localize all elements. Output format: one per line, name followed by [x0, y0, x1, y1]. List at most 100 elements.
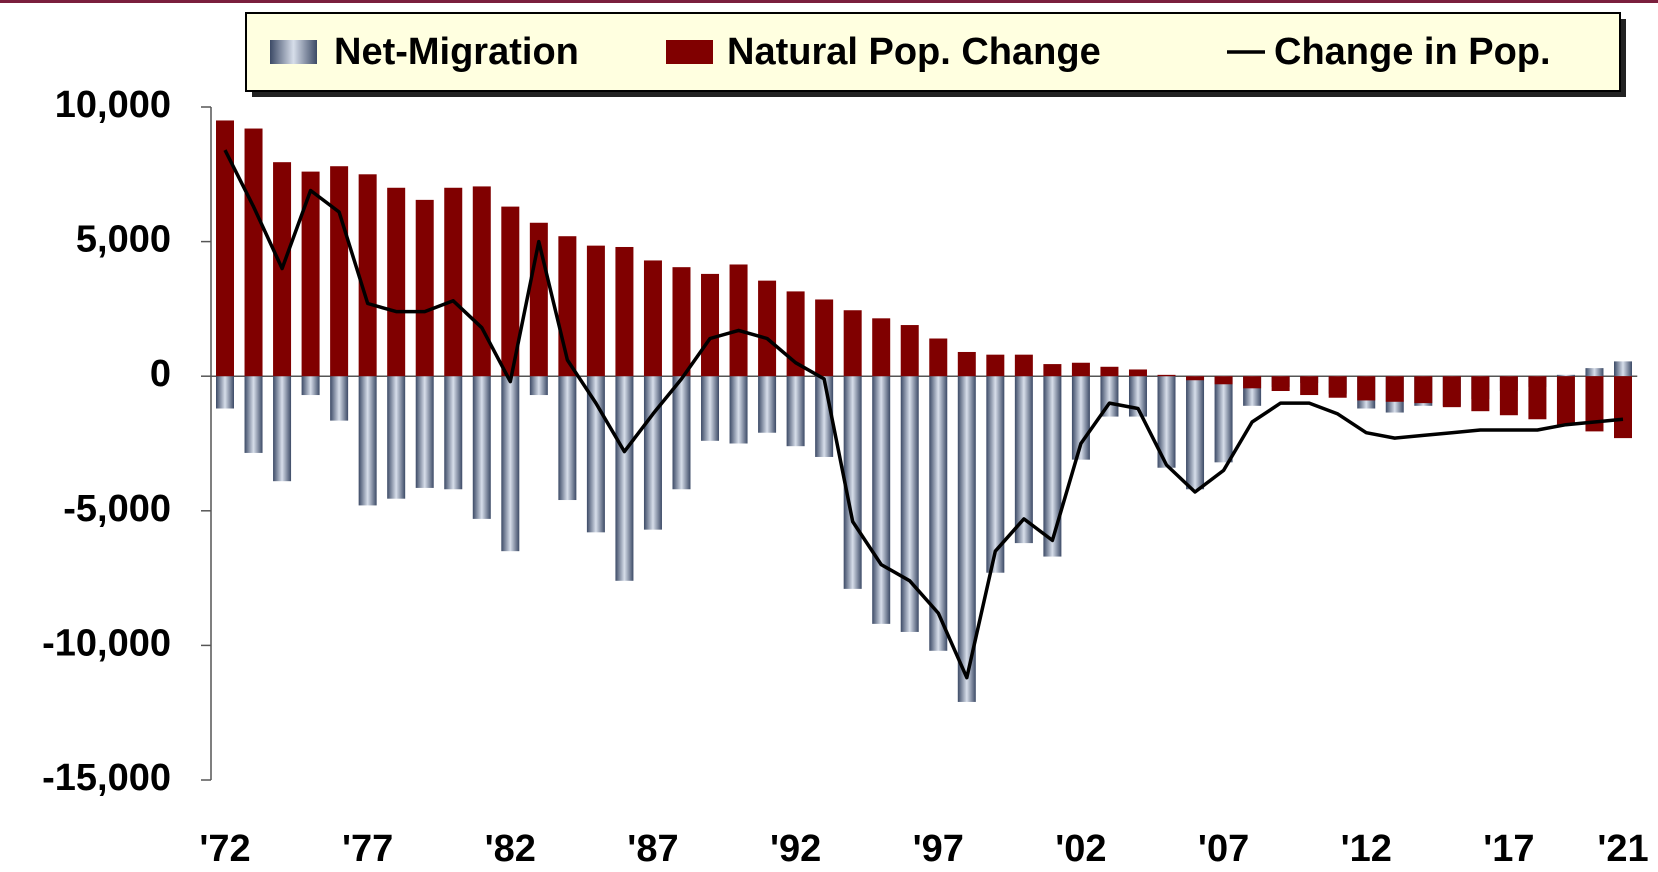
- bar: [1014, 354, 1033, 377]
- y-tick-label: -5,000: [63, 488, 171, 530]
- x-tick-label: '97: [913, 828, 964, 870]
- legend-label: Natural Pop. Change: [727, 31, 1101, 73]
- bar: [330, 376, 349, 421]
- bar: [986, 376, 1005, 573]
- bar: [643, 376, 662, 530]
- bar: [843, 310, 862, 377]
- bar: [301, 171, 320, 377]
- bar: [330, 166, 349, 377]
- bar: [415, 199, 434, 377]
- legend-label: Change in Pop.: [1274, 31, 1551, 73]
- bar: [1186, 376, 1205, 381]
- bar: [472, 376, 491, 519]
- bar: [872, 318, 891, 377]
- line: [223, 149, 1624, 680]
- bar: [1186, 376, 1205, 490]
- bar: [701, 376, 720, 441]
- bar: [1300, 376, 1319, 396]
- legend-swatch: [270, 40, 317, 64]
- bar: [216, 376, 234, 409]
- bar: [1414, 376, 1433, 404]
- x-tick-label: '02: [1055, 828, 1106, 870]
- bar: [244, 128, 263, 377]
- bar: [586, 245, 605, 377]
- x-tick-label: '77: [342, 828, 393, 870]
- bar: [1214, 376, 1233, 463]
- bar: [615, 246, 634, 377]
- bar: [472, 186, 491, 377]
- bar: [216, 120, 234, 377]
- bar: [529, 376, 548, 396]
- bar: [672, 376, 691, 490]
- top-border: [0, 0, 1658, 3]
- bar: [273, 376, 292, 482]
- bar: [1214, 376, 1233, 385]
- bar: [415, 376, 434, 488]
- bar: [1100, 366, 1119, 377]
- bar: [1585, 376, 1604, 432]
- bar: [1157, 374, 1176, 377]
- bar: [1385, 376, 1404, 402]
- x-tick-label: '92: [770, 828, 821, 870]
- legend-label: Net-Migration: [334, 31, 579, 73]
- bar: [1071, 362, 1090, 377]
- bar: [387, 376, 406, 499]
- bar: [1357, 376, 1376, 401]
- bar: [701, 273, 720, 377]
- x-tick-label: '12: [1341, 828, 1392, 870]
- bar: [1128, 369, 1147, 377]
- bar: [1556, 374, 1575, 377]
- bar: [957, 351, 976, 377]
- y-tick-label: -15,000: [42, 757, 171, 799]
- bar: [615, 376, 634, 581]
- bar: [358, 174, 377, 377]
- y-tick-label: 5,000: [76, 219, 171, 261]
- bar: [729, 264, 748, 377]
- bar: [444, 187, 463, 377]
- bar: [758, 376, 777, 433]
- bar: [1556, 376, 1575, 425]
- bar: [501, 376, 520, 552]
- bar: [786, 376, 805, 447]
- x-tick-label: '07: [1198, 828, 1249, 870]
- bar: [986, 354, 1005, 377]
- bar: [1043, 364, 1062, 377]
- bar: [1271, 376, 1290, 392]
- bar: [501, 206, 520, 377]
- x-tick-label: '87: [627, 828, 678, 870]
- bar: [1585, 368, 1604, 377]
- bar: [1157, 376, 1176, 468]
- bar: [244, 376, 263, 453]
- bar: [900, 325, 919, 377]
- bar: [1499, 376, 1518, 416]
- x-tick-label: '21: [1597, 828, 1648, 870]
- bar: [358, 376, 377, 506]
- y-tick-label: 10,000: [55, 84, 171, 126]
- bar: [872, 376, 891, 624]
- bar: [843, 376, 862, 589]
- bar: [444, 376, 463, 490]
- legend-swatch: [666, 40, 713, 64]
- bar: [586, 376, 605, 533]
- bar: [1471, 376, 1490, 412]
- y-tick-label: -10,000: [42, 622, 171, 664]
- bar: [558, 376, 577, 501]
- bar: [387, 187, 406, 377]
- bar: [301, 376, 320, 396]
- bar: [957, 376, 976, 702]
- bar: [729, 376, 748, 444]
- legend: [245, 12, 1621, 92]
- x-tick-label: '17: [1483, 828, 1534, 870]
- bar: [815, 299, 834, 377]
- bar: [1442, 376, 1461, 408]
- x-tick-label: '82: [485, 828, 536, 870]
- bar: [929, 376, 948, 651]
- bar: [758, 280, 777, 377]
- bar: [1614, 361, 1632, 377]
- bar: [786, 291, 805, 377]
- bar: [672, 267, 691, 377]
- bar: [1243, 376, 1262, 389]
- y-tick-label: 0: [150, 353, 171, 395]
- bar: [1328, 376, 1347, 398]
